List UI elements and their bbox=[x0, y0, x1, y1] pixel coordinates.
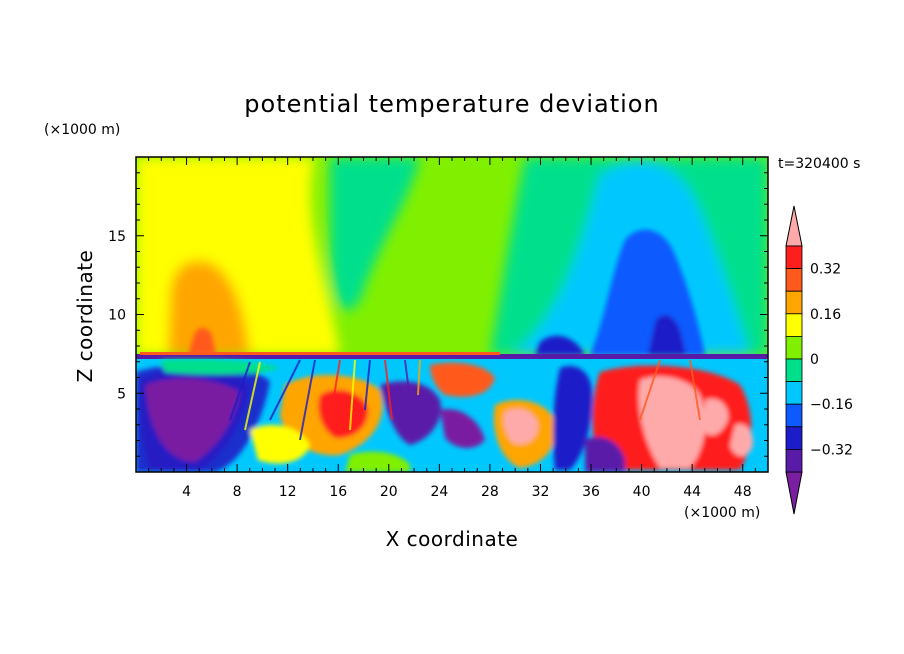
upper-darkblue-left bbox=[535, 335, 585, 355]
lower-green-patch bbox=[345, 451, 410, 472]
lower-yellow-mid bbox=[250, 425, 310, 464]
colorbar-segment bbox=[785, 403, 803, 428]
lower-blue-left-ring bbox=[136, 364, 270, 472]
colorbar-tick-label: 0.32 bbox=[810, 262, 841, 278]
colorbar-segment bbox=[785, 313, 803, 337]
x-axis-unit: (×1000 m) bbox=[684, 505, 760, 521]
x-tick-label: 24 bbox=[430, 484, 448, 500]
upper-red-core bbox=[188, 327, 216, 355]
y-axis-unit: (×1000 m) bbox=[44, 122, 120, 138]
colorbar-extension-bottom bbox=[785, 471, 803, 515]
colorbar-extension-top bbox=[785, 205, 803, 247]
lower-red-24 bbox=[430, 362, 495, 397]
colorbar-segment bbox=[785, 245, 803, 270]
lower-purple-center bbox=[380, 381, 441, 445]
lower-pink-right bbox=[638, 376, 706, 468]
streak bbox=[329, 359, 341, 421]
interface-band bbox=[136, 354, 768, 359]
lower-red-mid bbox=[318, 389, 369, 439]
y-tick-label: 5 bbox=[117, 386, 126, 402]
streak bbox=[519, 359, 561, 366]
streak bbox=[639, 359, 661, 421]
x-axis-label: X coordinate bbox=[386, 527, 519, 551]
upper-teal-mid bbox=[330, 157, 420, 311]
colorbar-tick-label: 0 bbox=[810, 352, 819, 368]
lower-streaks bbox=[229, 359, 701, 441]
lower-pink-right-3 bbox=[730, 423, 753, 457]
streak bbox=[689, 359, 701, 421]
x-tick-label: 40 bbox=[633, 484, 651, 500]
streak bbox=[364, 359, 371, 411]
streak bbox=[384, 359, 393, 421]
colorbar-tick-label: −0.32 bbox=[810, 442, 853, 458]
colorbar-segment bbox=[785, 426, 803, 450]
interface-band-highlight bbox=[140, 352, 500, 355]
x-tick-label: 12 bbox=[279, 484, 297, 500]
lower-purple-center-2 bbox=[440, 409, 485, 449]
x-tick-label: 16 bbox=[329, 484, 347, 500]
lower-pink-right-2 bbox=[703, 398, 729, 436]
plot-area bbox=[136, 157, 768, 472]
x-tick-label: 48 bbox=[734, 484, 752, 500]
colorbar-tick-label: 0.16 bbox=[810, 307, 841, 323]
x-tick-label: 4 bbox=[182, 484, 191, 500]
streak bbox=[417, 359, 421, 396]
colorbar-segment bbox=[785, 358, 803, 383]
colorbar-segment bbox=[785, 381, 803, 405]
chart-title: potential temperature deviation bbox=[244, 90, 659, 118]
y-axis-label: Z coordinate bbox=[73, 250, 97, 383]
x-tick-label: 32 bbox=[532, 484, 550, 500]
colorbar-segment bbox=[785, 290, 803, 315]
x-tick-label: 28 bbox=[481, 484, 499, 500]
y-axis-ticks: 5 10 15 bbox=[108, 172, 768, 457]
streak bbox=[404, 359, 411, 401]
lower-pink-32 bbox=[503, 408, 538, 445]
colorbar-segment bbox=[785, 335, 803, 360]
lower-blue-36 bbox=[553, 366, 593, 470]
colorbar-segment bbox=[785, 448, 803, 473]
streak bbox=[269, 359, 301, 421]
streak bbox=[349, 359, 356, 431]
streak bbox=[244, 361, 261, 431]
y-tick-label: 10 bbox=[108, 308, 126, 324]
colorbar-segment bbox=[785, 268, 803, 292]
colorbar-tick-label: −0.16 bbox=[810, 397, 853, 413]
x-tick-label: 44 bbox=[683, 484, 701, 500]
streak bbox=[299, 359, 316, 441]
upper-cores bbox=[188, 229, 705, 355]
x-tick-label: 8 bbox=[233, 484, 242, 500]
colorbar: −0.32 −0.16 0 0.16 0.32 bbox=[785, 205, 853, 515]
upper-darkblue-core bbox=[648, 315, 686, 355]
x-tick-label: 20 bbox=[380, 484, 398, 500]
lower-purple-36 bbox=[585, 436, 625, 472]
upper-orange-region bbox=[168, 260, 250, 355]
streak bbox=[229, 361, 251, 421]
x-axis-ticks: 4 8 12 16 20 24 28 32 36 40 44 48 bbox=[148, 157, 756, 500]
lower-field bbox=[136, 359, 753, 472]
y-tick-label: 15 bbox=[108, 229, 126, 245]
time-label: t=320400 s bbox=[778, 156, 860, 172]
x-tick-label: 36 bbox=[582, 484, 600, 500]
